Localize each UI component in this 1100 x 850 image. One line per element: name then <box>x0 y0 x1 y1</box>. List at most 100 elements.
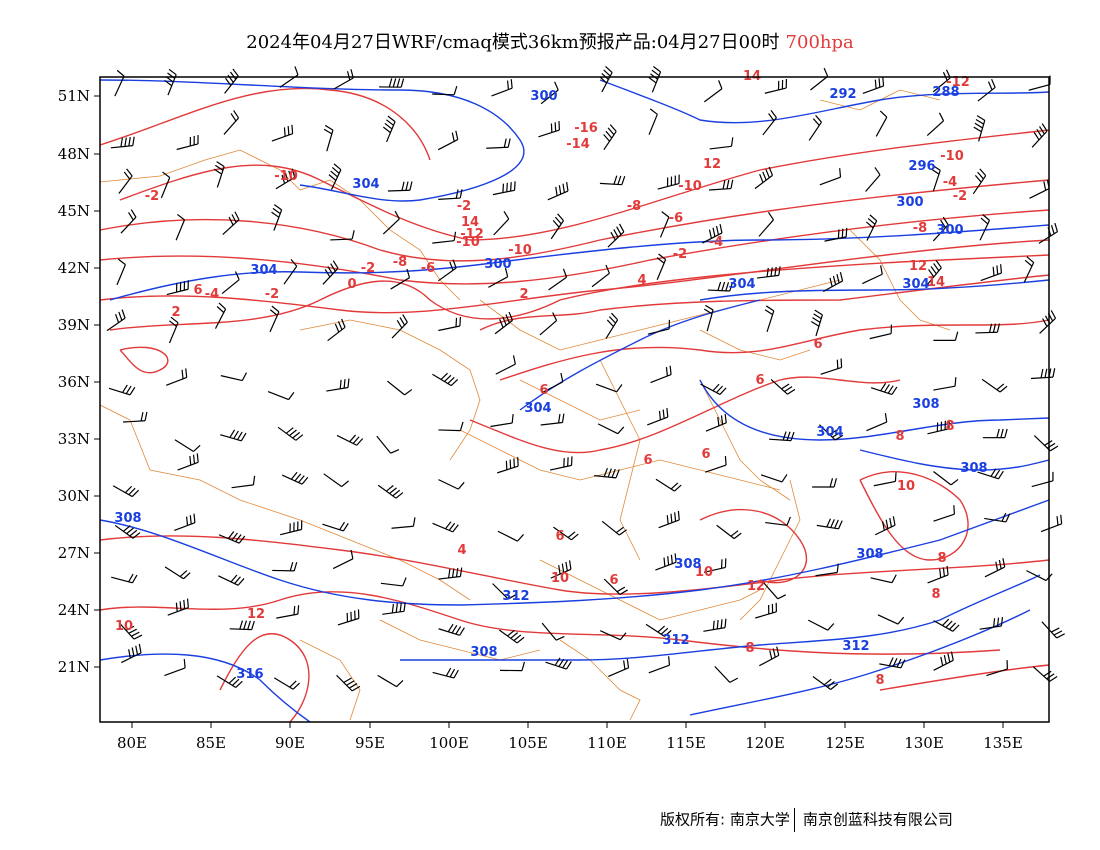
height-contour <box>109 224 1050 301</box>
wind-barb <box>175 213 186 241</box>
temperature-label: 6 <box>555 529 564 544</box>
wind-barb <box>437 130 459 151</box>
lon-tick-label: 80E <box>117 734 147 752</box>
wind-barb <box>174 513 196 532</box>
wind-barb <box>716 524 742 540</box>
height-label: 308 <box>912 397 939 412</box>
wind-barb <box>543 372 564 393</box>
wind-barb <box>819 168 842 186</box>
wind-barb <box>328 163 342 190</box>
height-contour <box>519 299 761 411</box>
map-frame <box>99 76 1050 723</box>
wind-barb <box>714 665 739 683</box>
isotherm <box>859 471 969 561</box>
wind-barb <box>933 377 957 391</box>
wind-barb <box>323 473 349 488</box>
wind-barb <box>926 112 945 136</box>
wind-barb <box>862 76 885 94</box>
height-label: 316 <box>236 667 263 682</box>
wind-barb <box>382 602 406 615</box>
wind-barb <box>1028 75 1051 91</box>
lat-tick-label: 51N <box>58 87 90 105</box>
geopotential-height-contours <box>99 79 1050 723</box>
wind-barb <box>982 428 1008 439</box>
wind-barb <box>703 80 723 103</box>
temperature-label: 8 <box>745 641 754 656</box>
temperature-label: 10 <box>897 479 915 494</box>
wind-barb <box>933 331 959 342</box>
wind-barb <box>972 168 987 195</box>
temperature-label: -4 <box>943 175 957 190</box>
wind-barb <box>599 175 626 186</box>
temperature-label: 14 <box>461 215 479 230</box>
temperature-label: -6 <box>421 261 435 276</box>
wind-barb <box>492 583 517 600</box>
wind-barb <box>645 623 672 637</box>
wind-barb <box>165 368 188 386</box>
wind-barb <box>603 124 617 150</box>
temperature-label: 6 <box>609 573 618 588</box>
border-line <box>559 639 641 721</box>
wind-barb <box>762 110 777 136</box>
height-label: 308 <box>960 461 987 476</box>
wind-barb <box>387 181 413 192</box>
wind-barb <box>382 210 400 235</box>
chart-title: 2024年04月27日WRF/cmaq模式36km预报产品:04月27日00时 7… <box>0 28 1100 54</box>
wind-barb <box>879 657 906 669</box>
isotherm <box>699 508 807 584</box>
border-line <box>849 229 951 331</box>
wind-barb <box>1029 179 1050 199</box>
wind-barb <box>815 563 839 577</box>
temperature-label: 14 <box>927 275 945 290</box>
wind-barb <box>432 231 457 244</box>
wind-barb <box>108 384 136 396</box>
wind-barb <box>933 651 954 671</box>
wind-barb <box>754 166 774 190</box>
temperature-label: -10 <box>678 179 702 194</box>
wind-barb <box>222 211 240 235</box>
wind-barb <box>869 324 893 340</box>
temperature-label: -8 <box>627 199 641 214</box>
wind-barb <box>326 378 350 392</box>
border-line <box>739 479 801 621</box>
wind-barb <box>808 114 822 141</box>
wind-barb <box>493 211 510 236</box>
wind-barb <box>875 110 888 137</box>
wind-barb <box>597 423 625 435</box>
wind-barb <box>123 411 148 423</box>
temperature-label: -2 <box>265 287 279 302</box>
lon-tick-label: 85E <box>196 734 226 752</box>
wind-barb <box>495 355 516 375</box>
lat-tick-label: 48N <box>58 145 90 163</box>
wind-barb <box>549 456 573 471</box>
wind-barb <box>816 518 843 530</box>
lat-tick-label: 24N <box>58 601 90 619</box>
title-main: 2024年04月27日WRF/cmaq模式36km预报产品:04月27日00时 <box>246 32 780 53</box>
wind-barb <box>656 253 667 281</box>
lon-tick-label: 130E <box>904 734 944 752</box>
lat-tick-label: 21N <box>58 658 90 676</box>
temperature-label: -10 <box>940 149 964 164</box>
wind-barb <box>601 520 627 536</box>
lon-tick-label: 100E <box>429 734 469 752</box>
wind-barb <box>486 138 511 149</box>
isotherm <box>119 346 169 374</box>
wind-barb <box>932 216 949 242</box>
wind-barb <box>229 620 255 631</box>
wind-barb <box>1023 256 1035 283</box>
temperature-label: 12 <box>909 259 927 274</box>
height-label: 300 <box>530 89 557 104</box>
wind-barb <box>275 168 296 190</box>
wind-barb <box>973 115 986 142</box>
height-label: 308 <box>114 511 141 526</box>
wind-barb <box>648 656 671 674</box>
temperature-label: -2 <box>673 247 687 262</box>
wind-barb <box>438 567 463 580</box>
temperature-label: 6 <box>643 453 652 468</box>
company-text: 南京创蓝科技有限公司 <box>802 810 953 829</box>
height-label: 304 <box>352 177 379 192</box>
height-contour <box>859 449 1050 471</box>
wind-barb <box>322 521 349 532</box>
wind-barb <box>1032 666 1058 682</box>
height-label: 300 <box>484 257 511 272</box>
